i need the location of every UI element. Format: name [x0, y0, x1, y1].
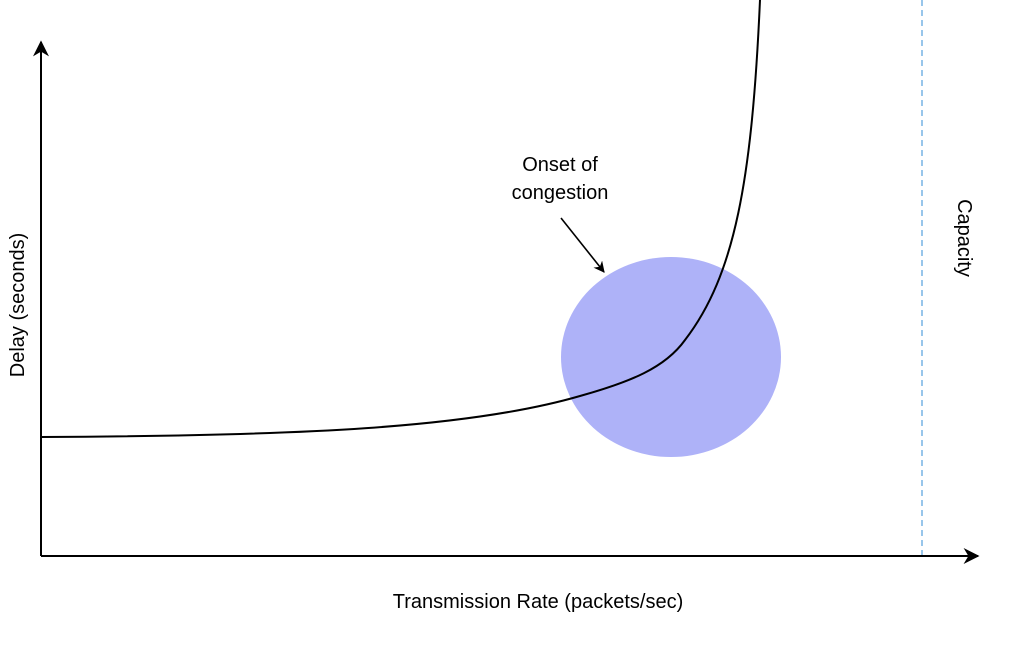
x-axis-label: Transmission Rate (packets/sec) — [393, 591, 683, 613]
annotation-label-line2: congestion — [512, 182, 609, 204]
annotation-label-line1: Onset of — [522, 154, 598, 176]
congestion-region — [561, 257, 781, 457]
delay-curve — [40, 0, 761, 438]
annotation-arrow — [560, 217, 605, 273]
y-axis-label: Delay (seconds) — [7, 233, 29, 378]
capacity-label: Capacity — [953, 199, 975, 277]
